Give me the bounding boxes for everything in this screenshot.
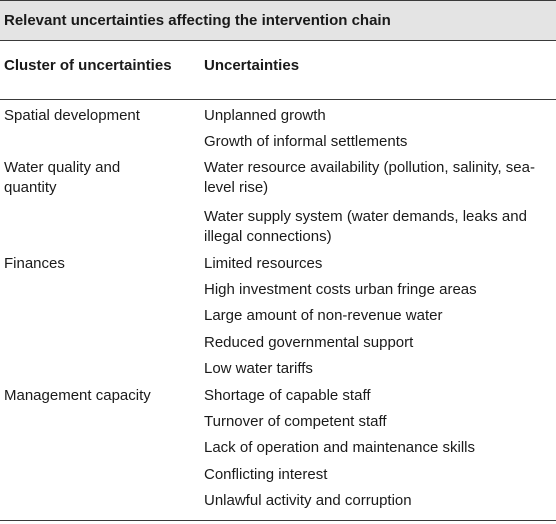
- table-title-row: Relevant uncertainties affecting the int…: [0, 0, 556, 41]
- uncertainty-item: Conflicting interest: [204, 466, 328, 483]
- uncertainty-item: Shortage of capable staff: [204, 387, 371, 404]
- table-bottom-rule: [0, 520, 556, 521]
- cluster-cell: Finances: [4, 255, 65, 272]
- uncertainty-item: Unlawful activity and corruption: [204, 492, 412, 509]
- table-title: Relevant uncertainties affecting the int…: [4, 12, 391, 29]
- header-cluster: Cluster of uncertainties: [4, 57, 172, 74]
- cluster-cell: Water quality and quantity: [4, 159, 121, 196]
- uncertainty-item: Reduced governmental support: [204, 334, 414, 351]
- uncertainty-item: Water resource availability (pollution, …: [204, 159, 535, 196]
- header-uncertainties: Uncertainties: [204, 57, 300, 74]
- uncertainty-item: Growth of informal settlements: [204, 133, 408, 150]
- uncertainty-item: Limited resources: [204, 255, 323, 272]
- uncertainty-item: Lack of operation and maintenance skills: [204, 439, 475, 456]
- uncertainty-item: Water supply system (water demands, leak…: [204, 208, 527, 245]
- uncertainty-item: Large amount of non-revenue water: [204, 307, 443, 324]
- uncertainty-item: Unplanned growth: [204, 107, 326, 124]
- uncertainty-item: Turnover of competent staff: [204, 413, 387, 430]
- uncertainty-item: High investment costs urban fringe areas: [204, 281, 477, 298]
- uncertainty-item: Low water tariffs: [204, 360, 313, 377]
- table-header-row: Cluster of uncertainties Uncertainties: [0, 41, 556, 100]
- cluster-cell: Management capacity: [4, 387, 151, 404]
- cluster-cell: Spatial development: [4, 107, 140, 124]
